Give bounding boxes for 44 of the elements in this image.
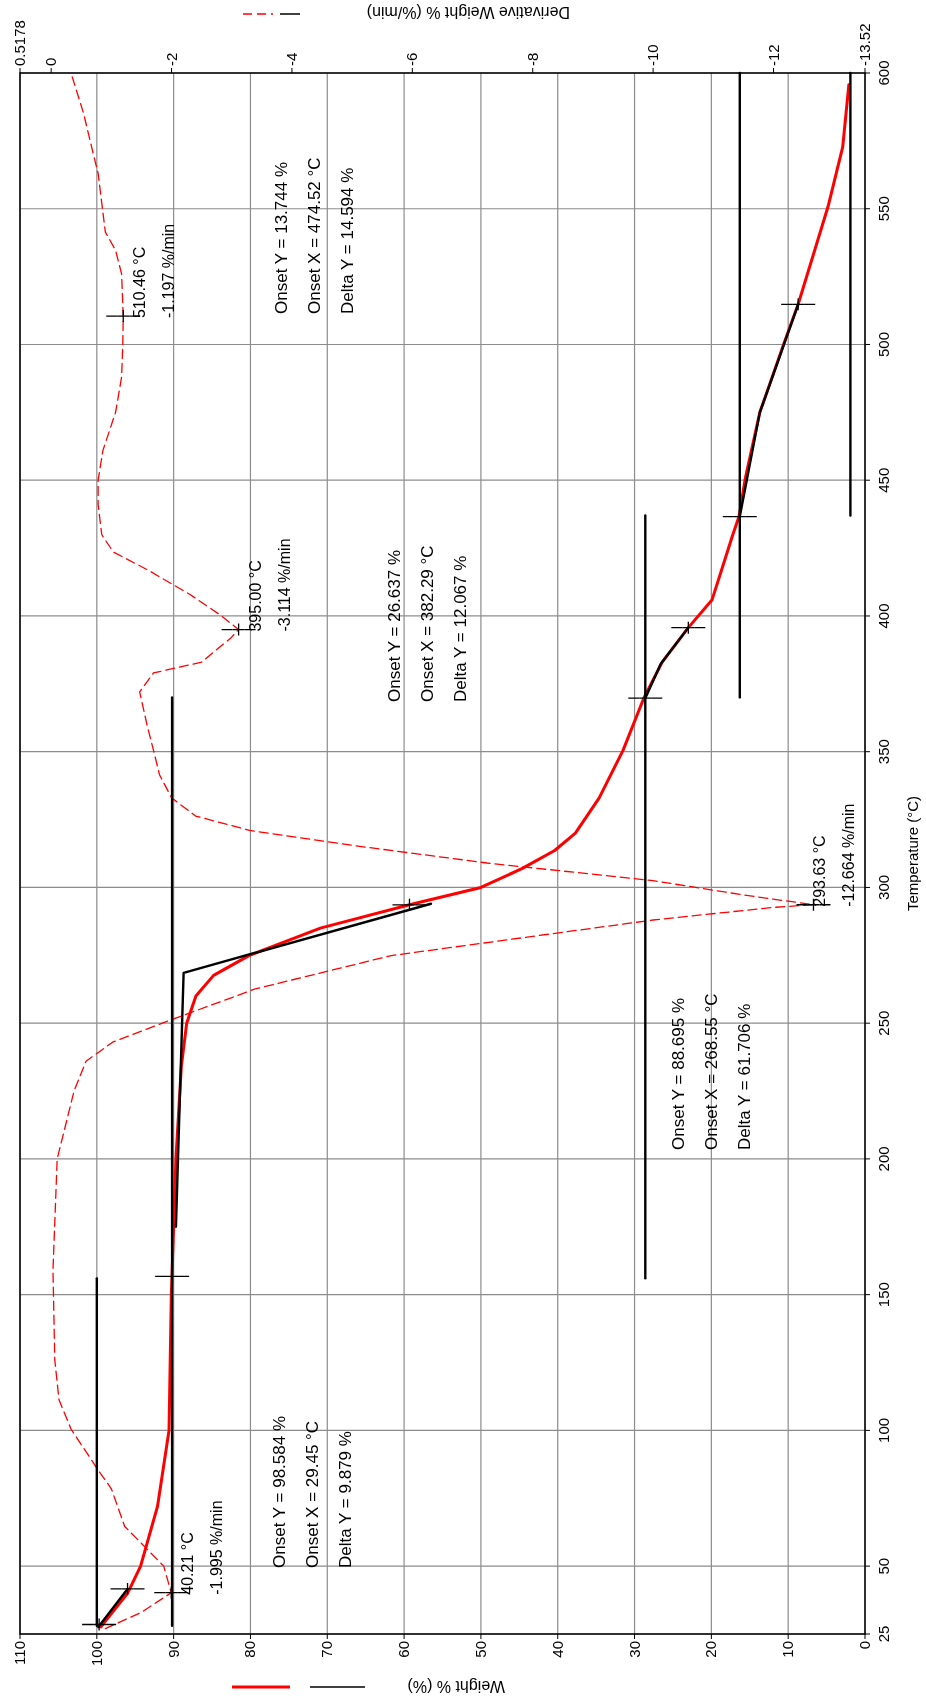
y-tick-label: 600 (875, 60, 892, 86)
y-tick-label: 500 (875, 331, 892, 357)
y-tick-label: 50 (875, 1557, 892, 1575)
y-tick-label: 25 (875, 1625, 892, 1643)
x-tick-label: 80 (241, 1641, 259, 1658)
x-tick-label: 0 (856, 1641, 873, 1650)
x2-tick-label: 0 (42, 57, 60, 66)
y-tick-label: 200 (875, 1146, 892, 1172)
x2-tick-label: -8 (523, 52, 541, 66)
data-label: 395.00 °C -3.114 %/min (246, 538, 293, 632)
y-tick-label: 250 (875, 1010, 892, 1036)
x-tick-label: 20 (702, 1641, 720, 1658)
x-tick-label: 90 (164, 1641, 182, 1658)
annotation: Onset Y = 98.584 % Onset X = 29.45 °C Delta Y = 9.879 % (270, 1415, 355, 1568)
x2-axis-title: Derivative Weight % (%/min) (366, 4, 570, 21)
x2-tick-label: -6 (403, 52, 421, 66)
y-tick-label: 400 (875, 603, 892, 629)
y-tick-label: 300 (875, 874, 892, 900)
y-tick-label: 350 (875, 739, 892, 765)
x2-tick-label: 0.5178 (11, 20, 28, 66)
annotation: Onset Y = 13.744 % Onset X = 474.52 °C Delta Y = 14.594 % (272, 157, 357, 314)
x-tick-label: 110 (11, 1641, 28, 1665)
data-label: 510.46 °C -1.197 %/min (131, 223, 178, 319)
y-tick-label: 100 (875, 1417, 892, 1443)
x-tick-label: 60 (395, 1641, 413, 1658)
x-tick-label: 10 (779, 1641, 797, 1658)
x2-tick-label: -4 (282, 52, 300, 66)
y-tick-label: 450 (875, 467, 892, 493)
y-tick-label: 150 (875, 1282, 892, 1308)
x-tick-label: 50 (471, 1641, 489, 1658)
data-label: 40.21 °C -1.995 %/min (179, 1500, 226, 1595)
annotation: Onset Y = 26.637 % Onset X = 382.29 °C Delta Y = 12.067 % (385, 545, 470, 702)
x-axis-title: Weight % (%) (407, 1678, 505, 1695)
y-tick-label: 550 (875, 196, 892, 222)
x2-tick-label: -12 (764, 44, 782, 66)
x2-tick-label: -10 (644, 44, 662, 66)
x-tick-label: 70 (318, 1641, 336, 1658)
annotation: Onset Y = 88.695 % Onset X = 268.55 °C Delta Y = 61.706 % (669, 993, 754, 1150)
x-tick-label: 30 (625, 1641, 643, 1658)
x2-tick-label: -2 (162, 52, 180, 66)
y-axis-title: Temperature (°C) (904, 795, 921, 912)
x-tick-label: 100 (87, 1641, 105, 1667)
x2-tick-label: -13.52 (856, 23, 873, 66)
x-tick-label: 40 (548, 1641, 566, 1658)
